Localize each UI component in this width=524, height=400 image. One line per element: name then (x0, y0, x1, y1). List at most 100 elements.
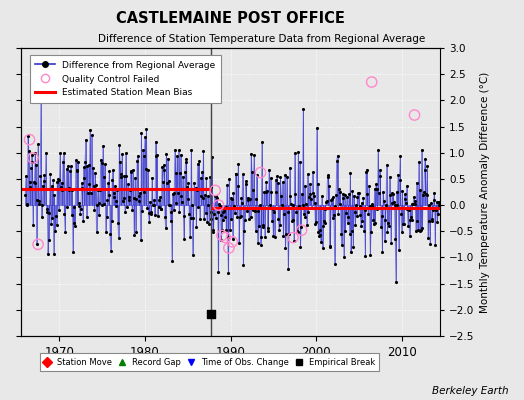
Point (293, 229, 302, 236)
Point (403, 206, 411, 212)
Point (335, 185, 343, 192)
Point (270, 209, 278, 215)
Point (64, 186, 73, 193)
Point (185, 210, 193, 217)
Point (434, 198, 443, 205)
Point (367, 229, 375, 235)
Point (353, 194, 362, 200)
Point (371, 220, 379, 226)
Point (146, 199, 154, 205)
Point (94, 212, 103, 218)
Point (298, 202, 307, 208)
Point (274, 180, 282, 187)
Point (373, 206, 381, 212)
Point (222, 227, 231, 234)
Point (84, 161, 93, 168)
Point (284, 266, 292, 272)
Point (244, 197, 253, 204)
Point (240, 228, 248, 234)
Point (257, 234, 266, 240)
Point (377, 213, 386, 219)
Point (296, 159, 304, 165)
Point (288, 216, 297, 223)
Point (402, 183, 411, 189)
Point (286, 164, 294, 171)
Point (250, 152, 258, 158)
Point (169, 190, 177, 197)
Point (352, 202, 361, 208)
Point (111, 183, 119, 190)
Point (131, 174, 139, 181)
Point (167, 209, 176, 215)
Point (409, 201, 417, 207)
Point (176, 170, 184, 176)
Point (432, 207, 440, 214)
Point (37, 98, 45, 104)
Point (96, 156, 105, 163)
Point (316, 227, 324, 234)
Point (271, 177, 280, 183)
Point (212, 193, 221, 200)
Point (40, 178, 48, 184)
Point (40, 172, 49, 178)
Point (375, 190, 383, 196)
Point (119, 198, 127, 204)
Point (331, 260, 339, 267)
Point (412, 228, 420, 234)
Point (431, 242, 440, 248)
Point (147, 209, 156, 216)
Point (64, 163, 72, 169)
Point (133, 158, 141, 164)
Point (359, 194, 367, 201)
Point (254, 240, 262, 246)
Point (134, 193, 143, 199)
Point (313, 180, 322, 187)
Point (272, 188, 280, 195)
Point (435, 201, 444, 208)
Point (394, 172, 402, 178)
Point (125, 194, 134, 200)
Point (197, 193, 205, 199)
Point (243, 207, 251, 214)
Point (32, 241, 41, 247)
Point (395, 247, 403, 253)
Point (72, 157, 80, 163)
Point (307, 196, 315, 202)
Point (406, 217, 414, 224)
Point (70, 204, 78, 210)
Point (45, 210, 53, 216)
Point (141, 134, 149, 140)
Point (351, 209, 359, 216)
Point (412, 179, 421, 186)
Point (120, 173, 128, 179)
Point (232, 170, 241, 177)
Point (241, 216, 249, 223)
Point (194, 204, 203, 210)
Point (37, 214, 46, 220)
Point (39, 183, 47, 189)
Point (52, 222, 61, 228)
Point (388, 199, 396, 206)
Point (156, 194, 164, 200)
Point (132, 229, 140, 235)
Point (269, 233, 278, 240)
Point (166, 202, 174, 208)
Point (34, 241, 42, 248)
Point (117, 171, 126, 178)
Point (235, 240, 243, 246)
Point (387, 239, 395, 246)
Point (100, 174, 108, 180)
Point (434, 210, 442, 217)
Point (344, 214, 353, 220)
Point (430, 189, 439, 196)
Point (78, 185, 86, 191)
Point (224, 234, 232, 240)
Point (218, 232, 226, 239)
Point (433, 219, 442, 226)
Point (308, 205, 316, 211)
Point (333, 158, 341, 164)
Point (270, 234, 279, 240)
Point (334, 211, 342, 217)
Point (52, 213, 60, 219)
Point (282, 230, 290, 237)
